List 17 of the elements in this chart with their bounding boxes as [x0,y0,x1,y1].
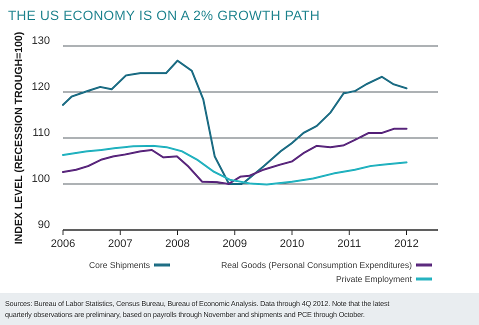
y-tick-label: 110 [32,127,50,139]
y-tick-label: 100 [32,173,50,185]
legend-label: Private Employment [336,274,413,284]
y-tick-label: 130 [32,35,50,47]
y-tick-label: 120 [32,81,50,93]
chart-title: THE US ECONOMY IS ON A 2% GROWTH PATH [8,8,320,23]
x-tick-label: 2009 [222,238,247,250]
x-tick-label: 2006 [50,238,76,250]
x-tick-label: 2011 [337,238,362,250]
legend-label: Real Goods (Personal Consumption Expenditures) [221,260,412,270]
x-tick-label: 2008 [165,238,190,250]
y-axis-title: INDEX LEVEL (RECESSION TROUGH=100) [13,32,25,244]
y-tick-label: 90 [38,219,50,231]
legend-label: Core Shipments [89,260,150,270]
x-tick-label: 2010 [280,238,304,250]
x-tick-label: 2012 [394,238,419,250]
x-tick-label: 2007 [108,238,132,250]
